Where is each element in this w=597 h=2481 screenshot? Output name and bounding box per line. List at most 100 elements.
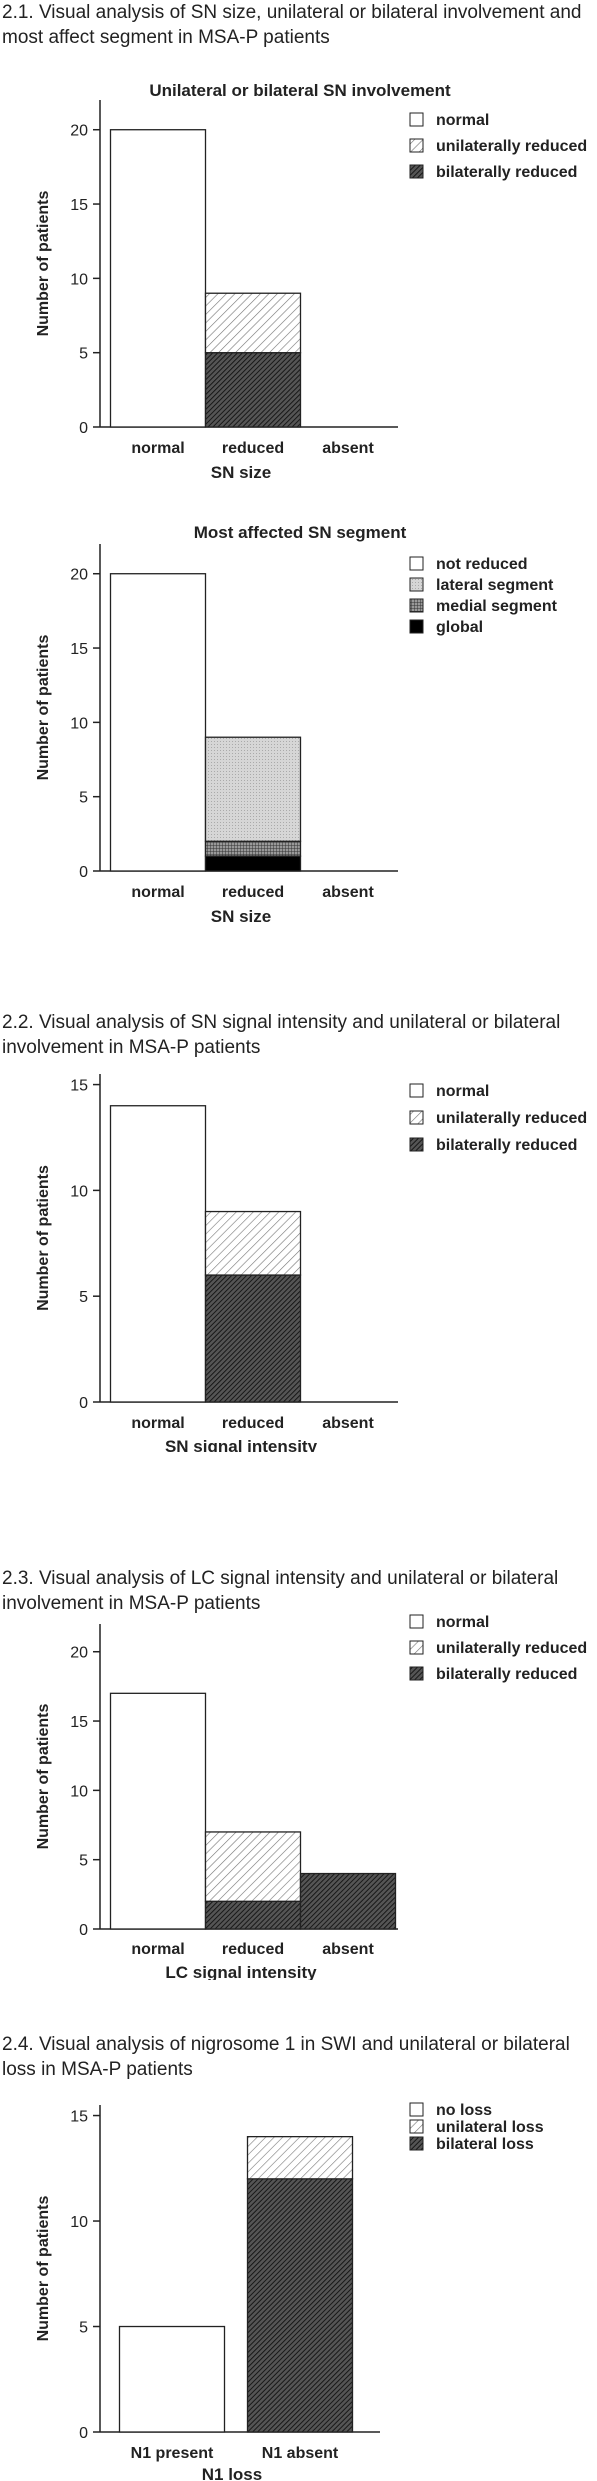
y-axis-label: Number of patients — [35, 191, 52, 337]
y-tick-label: 20 — [70, 1645, 88, 1662]
y-tick-label: 15 — [70, 2109, 88, 2126]
legend-label: unilateral loss — [436, 2119, 544, 2136]
y-tick-label: 20 — [70, 567, 88, 584]
legend-label: lateral segment — [436, 577, 554, 594]
legend-label: unilaterally reduced — [436, 138, 587, 155]
bar-segment-unilateral-loss — [246, 2135, 354, 2180]
bar-segment-bilaterally-reduced — [204, 352, 302, 428]
y-tick-label: 15 — [70, 1714, 88, 1731]
legend-swatch — [409, 1666, 424, 1681]
bar-segment-bilaterally-reduced — [204, 1900, 302, 1930]
y-tick-label: 5 — [79, 790, 88, 807]
legend-label: no loss — [436, 2102, 492, 2119]
legend-swatch — [409, 619, 424, 634]
legend-label: medial segment — [436, 598, 558, 615]
bar-segment-bilaterally-reduced — [204, 1274, 302, 1403]
legend-swatch — [409, 112, 424, 127]
x-axis-label: SN signal intensity — [165, 1437, 318, 1452]
y-tick-label: 0 — [79, 420, 88, 437]
bar-segment-normal — [109, 1692, 207, 1930]
bar-segment-medial-segment — [204, 840, 302, 857]
y-tick-label: 10 — [70, 2214, 88, 2231]
bar-segment-unilaterally-reduced — [204, 292, 302, 354]
y-axis-label: Number of patients — [35, 1704, 52, 1850]
legend-swatch — [409, 1083, 424, 1098]
legend-swatch — [409, 2119, 424, 2134]
x-tick-label: normal — [131, 440, 184, 457]
y-tick-label: 10 — [70, 1183, 88, 1200]
bar-segment-unilaterally-reduced — [204, 1210, 302, 1276]
x-tick-label: N1 absent — [262, 2445, 339, 2462]
legend-label: bilaterally reduced — [436, 1666, 577, 1683]
chart-title: Most affected SN segment — [194, 523, 407, 542]
legend-label: global — [436, 619, 483, 636]
x-tick-label: normal — [131, 1941, 184, 1958]
legend-swatch — [409, 556, 424, 571]
y-tick-label: 5 — [79, 346, 88, 363]
x-tick-label: reduced — [222, 884, 284, 901]
y-axis-label: Number of patients — [35, 2196, 52, 2342]
legend-swatch — [409, 598, 424, 613]
y-tick-label: 0 — [79, 1922, 88, 1939]
bar-segment-no-loss — [118, 2325, 226, 2433]
y-tick-label: 10 — [70, 715, 88, 732]
y-axis-label: Number of patients — [35, 635, 52, 781]
chart-title: Unilateral or bilateral SN involvement — [149, 81, 451, 100]
y-axis-label: Number of patients — [35, 1165, 52, 1311]
y-tick-label: 5 — [79, 1289, 88, 1306]
x-tick-label: absent — [322, 1415, 374, 1432]
x-axis-label: SN size — [211, 907, 271, 926]
legend-swatch — [409, 577, 424, 592]
legend-label: normal — [436, 1083, 489, 1100]
bar-segment-unilaterally-reduced — [204, 1831, 302, 1902]
legend-label: bilaterally reduced — [436, 1137, 577, 1154]
bar-segment-bilateral-loss — [246, 2178, 354, 2433]
legend-swatch — [409, 164, 424, 179]
bar-segment-bilaterally-reduced — [299, 1872, 397, 1930]
bar-chart: Most affected SN segment 0 5 10 15 20 Number o… — [35, 523, 558, 926]
legend-swatch — [409, 138, 424, 153]
y-tick-label: 0 — [79, 2425, 88, 2442]
bar-chart: 0 5 10 15 Number of patients N1 present N1 abs… — [35, 2102, 544, 2481]
x-tick-label: absent — [322, 1941, 374, 1958]
bar-segment-normal — [109, 129, 207, 428]
x-tick-label: absent — [322, 884, 374, 901]
legend-label: normal — [436, 1614, 489, 1631]
legend-label: not reduced — [436, 556, 528, 573]
y-tick-label: 0 — [79, 864, 88, 881]
legend-label: unilaterally reduced — [436, 1110, 587, 1127]
bar-segment-lateral-segment — [204, 736, 302, 842]
section-heading: 2.2. Visual analysis of SN signal intens… — [2, 1012, 561, 1058]
section-heading: 2.3. Visual analysis of LC signal intens… — [2, 1568, 559, 1614]
y-tick-label: 15 — [70, 641, 88, 658]
legend-label: bilaterally reduced — [436, 164, 577, 181]
x-tick-label: normal — [131, 884, 184, 901]
y-tick-label: 5 — [79, 2320, 88, 2337]
bar-segment-not-reduced — [109, 573, 207, 872]
y-tick-label: 0 — [79, 1395, 88, 1412]
y-tick-label: 15 — [70, 197, 88, 214]
y-tick-label: 20 — [70, 123, 88, 140]
legend-label: bilateral loss — [436, 2136, 534, 2153]
x-tick-label: absent — [322, 440, 374, 457]
legend-swatch — [409, 1640, 424, 1655]
legend-swatch — [409, 2136, 424, 2151]
bar-chart: Unilateral or bilateral SN involvement 0 5… — [35, 81, 587, 482]
x-tick-label: normal — [131, 1415, 184, 1432]
legend-swatch — [409, 2102, 424, 2117]
legend-swatch — [409, 1137, 424, 1152]
x-axis-label: N1 loss — [202, 2465, 262, 2481]
section-heading: 2.1. Visual analysis of SN size, unilate… — [2, 2, 582, 48]
y-tick-label: 5 — [79, 1853, 88, 1870]
legend-swatch — [409, 1110, 424, 1125]
legend-label: normal — [436, 112, 489, 129]
bar-chart: 0 5 10 15 Number of patients normal reduced abs… — [35, 1074, 587, 1452]
bar-segment-global — [204, 855, 302, 872]
section-heading: 2.4. Visual analysis of nigrosome 1 in S… — [2, 2034, 570, 2080]
x-axis-label: LC signal intensity — [165, 1963, 317, 1980]
bar-segment-normal — [109, 1105, 207, 1403]
x-axis-label: SN size — [211, 463, 271, 482]
y-tick-label: 10 — [70, 271, 88, 288]
legend-label: unilaterally reduced — [436, 1640, 587, 1657]
x-tick-label: reduced — [222, 1415, 284, 1432]
